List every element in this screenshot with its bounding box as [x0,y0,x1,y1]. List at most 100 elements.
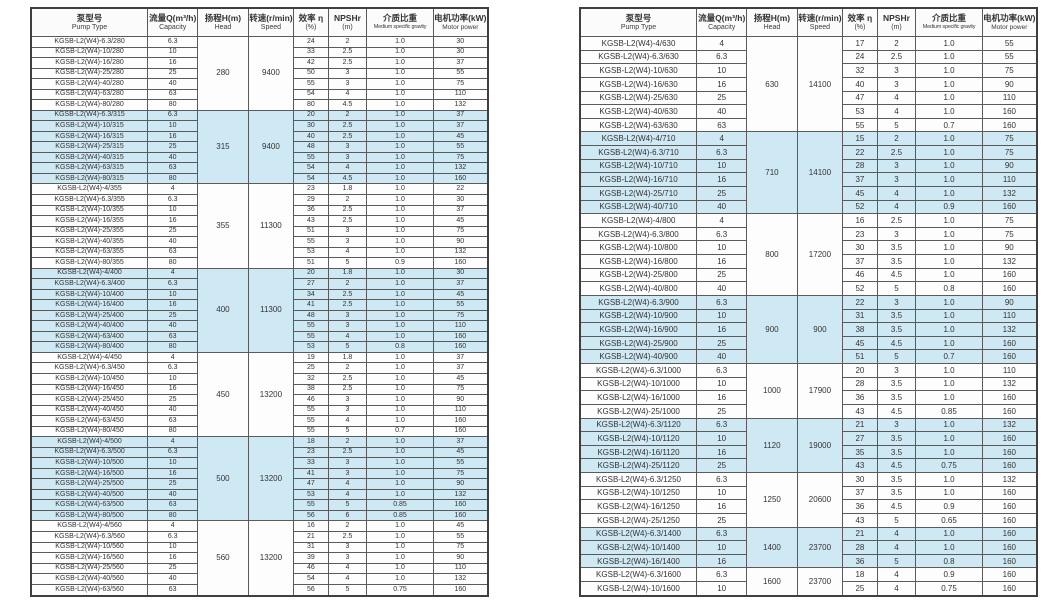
gravity-cell: 1.0 [366,88,434,101]
npshr-cell: 3 [876,363,917,378]
pump-model-cell: KGSB-L2(W4)-40/400 [30,320,149,332]
gravity-cell: 1.0 [366,246,434,259]
pump-model-cell: KGSB-L2(W4)-4/710 [579,131,698,146]
motor-power-cell: 90 [981,158,1038,174]
gravity-cell: 0.65 [915,512,983,528]
motor-power-cell: 132 [981,472,1038,487]
capacity-cell: 25 [147,478,199,490]
motor-power-cell: 160 [981,444,1038,460]
capacity-cell: 25 [696,512,748,528]
efficiency-cell: 45 [842,185,878,201]
efficiency-cell: 51 [293,257,329,269]
npshr-cell: 3 [327,320,368,332]
efficiency-cell: 38 [293,383,329,396]
spec-row: KGSB-L2(W4)-16/560 16 39 3 1.0 90 [30,552,489,564]
npshr-cell: 3.5 [876,472,917,487]
npshr-cell: 3 [876,76,917,92]
capacity-cell: 16 [147,467,199,480]
speed-cell: 19000 [796,417,844,473]
gravity-cell: 1.0 [915,145,983,160]
capacity-cell: 10 [696,540,748,555]
spec-row: KGSB-L2(W4)-80/500 80 56 6 0.85 160 [30,509,489,522]
pump-model-cell: KGSB-L2(W4)-40/800 [579,281,698,296]
speed-cell: 900 [796,294,844,365]
pump-model-cell: KGSB-L2(W4)-63/450 [30,415,149,427]
pump-model-cell: KGSB-L2(W4)-6.3/1000 [579,363,698,378]
motor-power-cell: 110 [432,88,489,101]
capacity-cell: 25 [147,141,199,153]
spec-row: KGSB-L2(W4)-80/355 80 51 5 0.9 160 [30,257,489,269]
efficiency-cell: 28 [842,376,878,392]
column-header-efficiency: 效率 η (%) [293,7,329,37]
pump-model-cell: KGSB-L2(W4)-25/1250 [579,512,698,528]
capacity-cell: 10 [696,485,748,501]
capacity-cell: 40 [696,281,748,296]
capacity-cell: 6.3 [696,472,748,487]
gravity-cell: 1.0 [366,215,434,227]
header-row: 泵型号 Pump Type 流量Q(m³/h) Capacity 扬程H(m) Head 转… [30,7,489,37]
spec-row: KGSB-L2(W4)-40/630 40 53 4 1.0 160 [579,104,1038,119]
capacity-cell: 63 [147,246,199,259]
efficiency-cell: 32 [293,373,329,385]
motor-power-cell: 110 [432,320,489,332]
gravity-cell: 1.0 [366,130,434,143]
gravity-cell: 1.0 [915,322,983,337]
motor-power-cell: 75 [981,131,1038,146]
motor-power-cell: 160 [981,526,1038,542]
gravity-cell: 1.0 [366,351,434,364]
gravity-cell: 1.0 [915,213,983,228]
npshr-cell: 5 [876,117,917,133]
spec-row: KGSB-L2(W4)-80/400 80 53 5 0.8 160 [30,341,489,353]
npshr-cell: 1.8 [327,183,368,195]
motor-power-cell: 160 [981,540,1038,555]
motor-power-cell: 160 [981,335,1038,351]
column-header-npshr: NPSHr (m) [327,7,368,37]
npshr-cell: 3 [327,67,368,80]
spec-row: KGSB-L2(W4)-6.3/1250 6.3 1250 20600 30 3.5 1.0… [579,472,1038,528]
capacity-cell: 80 [147,341,199,353]
gravity-cell: 1.0 [366,436,434,448]
spec-row: KGSB-L2(W4)-16/1400 16 36 5 0.8 160 [579,553,1038,569]
spec-row: KGSB-L2(W4)-10/500 10 33 3 1.0 55 [30,457,489,469]
motor-power-cell: 160 [432,425,489,438]
gravity-cell: 1.0 [366,541,434,554]
efficiency-cell: 20 [842,363,878,378]
pump-spec-table: 泵型号 Pump Type 流量Q(m³/h) Capacity 扬程H(m) Head 转… [579,7,1038,597]
efficiency-cell: 21 [842,417,878,433]
motor-power-cell: 160 [981,267,1038,283]
spec-row: KGSB-L2(W4)-10/1120 10 27 3.5 1.0 160 [579,431,1038,446]
npshr-cell: 3 [876,63,917,78]
spec-row: KGSB-L2(W4)-25/315 25 48 3 1.0 55 [30,141,489,153]
efficiency-cell: 39 [293,552,329,564]
npshr-cell: 1.8 [327,267,368,280]
speed-cell: 23700 [796,567,844,597]
gravity-cell: 1.0 [915,526,983,542]
gravity-cell: 1.0 [366,478,434,490]
spec-row: KGSB-L2(W4)-10/710 10 28 3 1.0 90 [579,158,1038,174]
npshr-cell: 6 [327,509,368,522]
gravity-cell: 1.0 [366,162,434,174]
npshr-cell: 3.5 [876,485,917,501]
motor-power-cell: 55 [432,67,489,80]
efficiency-cell: 80 [293,99,329,111]
efficiency-cell: 46 [842,267,878,283]
gravity-cell: 1.0 [366,530,434,543]
pump-model-cell: KGSB-L2(W4)-10/1250 [579,485,698,501]
gravity-cell: 1.0 [366,46,434,59]
motor-power-cell: 160 [981,117,1038,133]
pump-model-cell: KGSB-L2(W4)-10/1600 [579,581,698,597]
capacity-cell: 40 [147,151,199,164]
gravity-cell: 1.0 [915,90,983,106]
capacity-cell: 10 [147,204,199,217]
pump-model-cell: KGSB-L2(W4)-40/355 [30,236,149,248]
pump-model-cell: KGSB-L2(W4)-16/315 [30,130,149,143]
efficiency-cell: 38 [842,322,878,337]
capacity-cell: 40 [147,404,199,417]
pump-model-cell: KGSB-L2(W4)-80/315 [30,172,149,185]
speed-cell: 11300 [247,183,295,269]
gravity-cell: 1.0 [915,444,983,460]
column-header-efficiency: 效率 η (%) [842,7,878,37]
speed-cell: 9400 [247,36,295,111]
motor-power-cell: 37 [432,109,489,122]
